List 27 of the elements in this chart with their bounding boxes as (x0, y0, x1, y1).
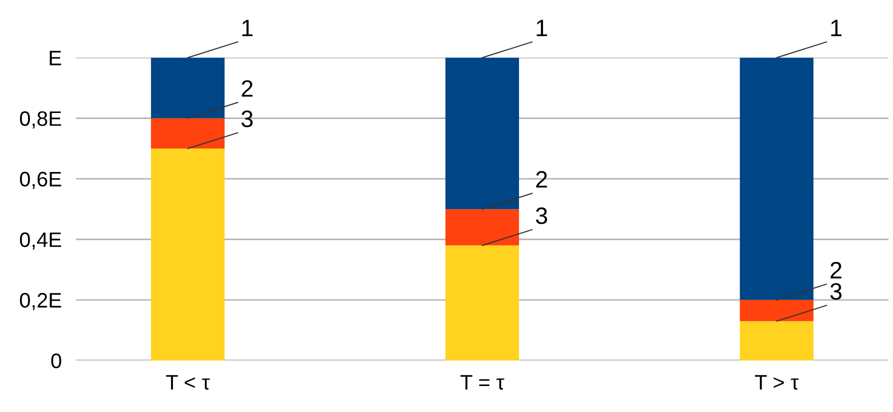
annotation: 2 (242, 80, 253, 97)
bar (445, 209, 520, 246)
bar (445, 58, 520, 210)
bar (445, 245, 520, 360)
bar (150, 58, 225, 118)
annotation: 1 (242, 20, 253, 36)
bar (740, 300, 814, 322)
y-tick-label: 0,2E (20, 292, 62, 310)
annotation: 3 (830, 283, 842, 300)
y-tick-label: 0 (51, 354, 62, 368)
y-tick-label: 0,6E (20, 172, 62, 190)
annotation: 1 (831, 20, 842, 36)
x-tick-label: T > τ (754, 375, 799, 390)
x-tick-label: T < τ (166, 375, 210, 390)
x-tick-label: T = τ (460, 375, 504, 390)
y-tick-label: 0,4E (20, 232, 62, 250)
y-tick-label: 0,8E (20, 111, 62, 128)
bar (150, 118, 225, 149)
annotation: 2 (830, 262, 842, 278)
annotation: 3 (536, 207, 548, 224)
bar (150, 148, 225, 360)
annotation: 2 (536, 171, 547, 188)
annotation: 3 (241, 110, 253, 128)
bar (740, 321, 814, 360)
annotation: 1 (536, 20, 547, 36)
y-tick-label: E (50, 50, 62, 66)
bar (740, 58, 814, 300)
